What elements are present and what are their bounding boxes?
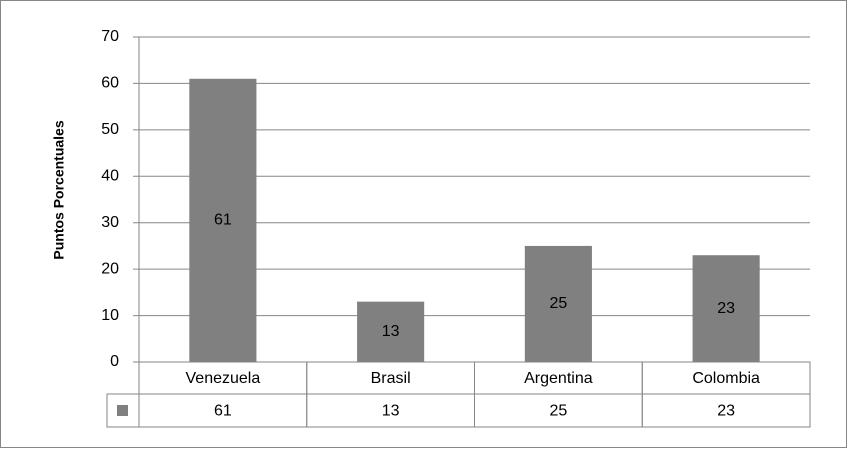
table-cell bbox=[641, 393, 811, 428]
y-tick-label: 70 bbox=[101, 28, 119, 45]
bar bbox=[692, 255, 760, 362]
y-tick-label: 10 bbox=[101, 307, 119, 324]
data-label: 61 bbox=[214, 212, 232, 229]
x-tick-label: Venezuela bbox=[186, 370, 261, 387]
x-tick-label: Argentina bbox=[524, 370, 593, 387]
x-tick-label: Brasil bbox=[371, 370, 411, 387]
y-tick-label: 30 bbox=[101, 214, 119, 231]
table-value: 25 bbox=[549, 403, 567, 420]
y-tick-label: 40 bbox=[101, 168, 119, 185]
y-tick-label: 50 bbox=[101, 121, 119, 138]
data-label: 13 bbox=[382, 323, 400, 340]
y-tick-label: 60 bbox=[101, 75, 119, 92]
y-tick-label: 20 bbox=[101, 260, 119, 277]
legend-key bbox=[117, 405, 128, 416]
table-value: 23 bbox=[717, 403, 735, 420]
data-label: 25 bbox=[549, 295, 567, 312]
table-value: 13 bbox=[382, 403, 400, 420]
bar bbox=[189, 78, 257, 363]
bar bbox=[357, 301, 425, 362]
x-tick-label: Colombia bbox=[692, 370, 760, 387]
y-axis-label: Puntos Porcentuales bbox=[51, 120, 67, 259]
table-value: 61 bbox=[214, 403, 232, 420]
data-label: 23 bbox=[717, 300, 735, 317]
y-tick-label: 0 bbox=[110, 353, 119, 370]
bar bbox=[524, 245, 592, 362]
